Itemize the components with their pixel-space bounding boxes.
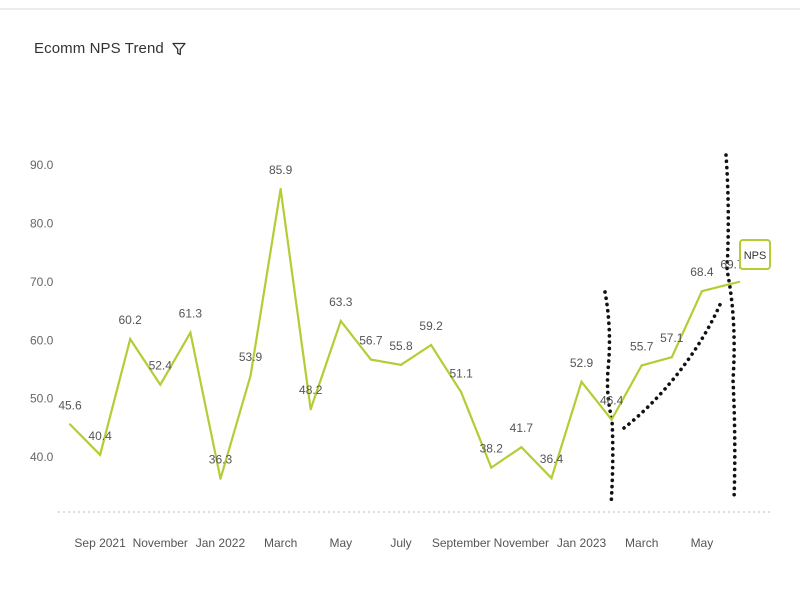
y-tick-label: 70.0 bbox=[30, 275, 54, 289]
data-label: 52.4 bbox=[149, 359, 173, 373]
data-point bbox=[279, 187, 282, 191]
data-label: 53.9 bbox=[239, 350, 263, 364]
annotation-dotted-stroke bbox=[622, 298, 724, 430]
chart-title: Ecomm NPS Trend bbox=[34, 40, 164, 57]
x-tick-label: November bbox=[494, 536, 549, 550]
legend-box bbox=[739, 239, 771, 270]
data-label: 85.9 bbox=[269, 163, 293, 177]
data-label: 60.2 bbox=[119, 313, 143, 327]
y-tick-label: 40.0 bbox=[30, 450, 54, 464]
x-tick-label: November bbox=[133, 536, 188, 550]
annotation-dotted-stroke bbox=[724, 153, 737, 502]
data-point bbox=[129, 338, 132, 341]
x-tick-label: Sep 2021 bbox=[74, 536, 126, 550]
chart-header: Ecomm NPS Trend bbox=[34, 40, 186, 57]
hand-drawn-annotations bbox=[603, 153, 737, 507]
data-label: 55.7 bbox=[630, 339, 654, 353]
data-label: 40.4 bbox=[88, 429, 112, 443]
data-label: 52.9 bbox=[570, 356, 594, 370]
data-label: 48.2 bbox=[299, 383, 323, 397]
data-point bbox=[68, 423, 72, 426]
data-label: 59.2 bbox=[419, 319, 443, 333]
x-tick-label: Jan 2022 bbox=[196, 536, 246, 550]
annotation-dotted-stroke bbox=[603, 290, 615, 507]
data-label: 56.7 bbox=[359, 334, 383, 348]
data-label: 36.4 bbox=[540, 452, 564, 466]
data-point bbox=[640, 364, 643, 367]
series-line-nps bbox=[69, 188, 733, 481]
legend-label: NPS bbox=[744, 250, 767, 262]
data-point bbox=[249, 374, 252, 378]
legend-connector bbox=[731, 280, 741, 285]
x-tick-label: Jan 2023 bbox=[557, 536, 607, 550]
data-point bbox=[580, 380, 583, 383]
data-point bbox=[219, 477, 222, 480]
data-point bbox=[309, 408, 312, 411]
data-point bbox=[700, 290, 704, 293]
data-point bbox=[429, 343, 433, 347]
data-point bbox=[98, 453, 102, 456]
data-point bbox=[189, 331, 192, 334]
data-point bbox=[490, 466, 493, 469]
y-tick-label: 80.0 bbox=[30, 216, 54, 230]
data-label: 36.3 bbox=[209, 453, 233, 467]
x-tick-label: March bbox=[625, 536, 658, 550]
filter-icon[interactable] bbox=[172, 42, 186, 56]
data-point bbox=[610, 418, 613, 421]
data-label: 51.1 bbox=[450, 366, 474, 380]
data-label: 57.1 bbox=[660, 331, 684, 345]
data-label: 55.8 bbox=[389, 339, 413, 353]
data-point bbox=[399, 363, 403, 366]
x-tick-label: May bbox=[691, 536, 714, 550]
data-label: 69.7 bbox=[720, 258, 744, 272]
x-tick-label: July bbox=[390, 536, 411, 550]
y-tick-label: 90.0 bbox=[30, 158, 54, 172]
data-label: 41.7 bbox=[510, 421, 534, 435]
data-label: 63.3 bbox=[329, 295, 353, 309]
x-tick-label: March bbox=[264, 536, 297, 550]
data-label: 61.3 bbox=[179, 307, 203, 321]
data-label: 46.4 bbox=[600, 394, 624, 408]
data-label: 45.6 bbox=[58, 398, 82, 412]
data-point bbox=[339, 319, 342, 323]
data-point bbox=[520, 446, 523, 449]
data-point bbox=[670, 356, 673, 359]
data-point bbox=[460, 391, 463, 394]
data-point bbox=[550, 477, 553, 480]
y-tick-label: 60.0 bbox=[30, 333, 54, 347]
data-label: 68.4 bbox=[690, 265, 714, 279]
y-tick-label: 50.0 bbox=[30, 392, 54, 406]
data-label: 38.2 bbox=[480, 442, 504, 456]
data-point bbox=[159, 383, 162, 386]
data-point bbox=[369, 358, 373, 361]
x-tick-label: May bbox=[329, 536, 352, 550]
x-tick-label: September bbox=[432, 536, 491, 550]
top-divider bbox=[0, 8, 800, 10]
